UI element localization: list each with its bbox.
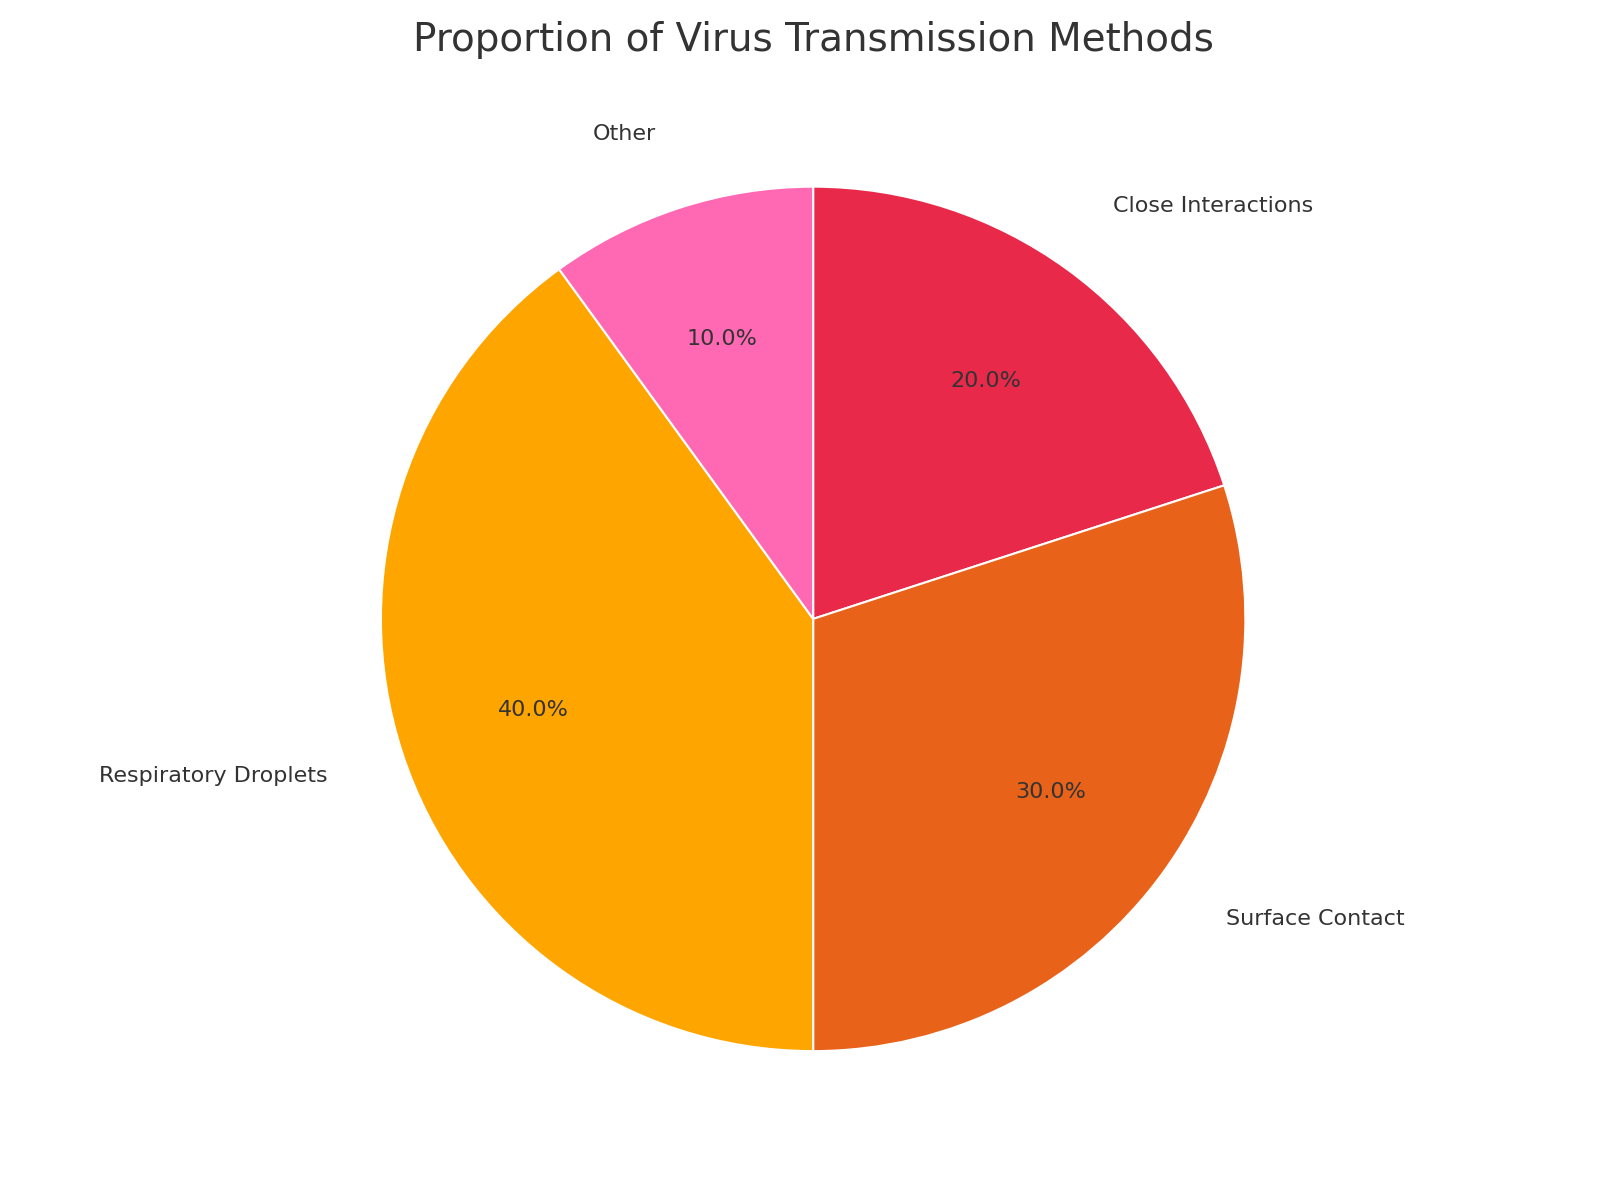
Text: Close Interactions: Close Interactions xyxy=(1113,196,1314,216)
Text: Surface Contact: Surface Contact xyxy=(1227,909,1404,929)
Text: 30.0%: 30.0% xyxy=(1015,781,1086,801)
Wedge shape xyxy=(559,186,813,618)
Text: Other: Other xyxy=(593,124,656,144)
Text: 10.0%: 10.0% xyxy=(687,329,758,349)
Text: 20.0%: 20.0% xyxy=(950,371,1021,391)
Wedge shape xyxy=(813,485,1246,1051)
Title: Proportion of Virus Transmission Methods: Proportion of Virus Transmission Methods xyxy=(412,21,1214,59)
Text: 40.0%: 40.0% xyxy=(498,700,569,720)
Wedge shape xyxy=(813,186,1225,618)
Wedge shape xyxy=(381,269,813,1051)
Text: Respiratory Droplets: Respiratory Droplets xyxy=(100,767,328,787)
